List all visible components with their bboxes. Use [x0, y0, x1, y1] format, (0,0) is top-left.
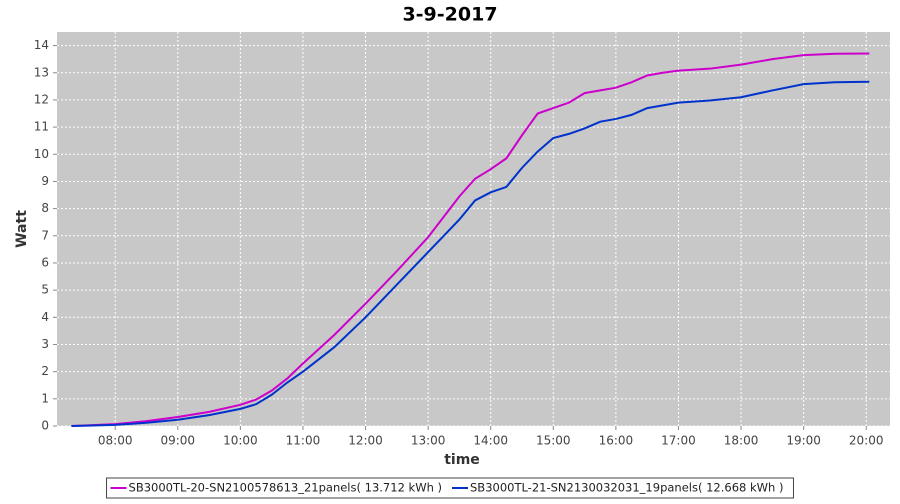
y-tick-label: 4 [41, 310, 49, 324]
legend-label: SB3000TL-20-SN2100578613_21panels( 13.71… [129, 481, 442, 495]
series-line [71, 80, 870, 427]
y-axis-label: Watt [14, 210, 30, 248]
x-tick-label: 11:00 [286, 434, 321, 448]
series-line [71, 52, 870, 427]
y-tick-label: 6 [41, 255, 49, 269]
chart-title: 3-9-2017 [402, 4, 497, 26]
x-tick-label: 13:00 [411, 434, 446, 448]
y-tick-label: 1 [41, 391, 49, 405]
legend: SB3000TL-20-SN2100578613_21panels( 13.71… [106, 477, 794, 499]
y-tick-label: 3 [41, 337, 49, 351]
y-tick-label: 0 [41, 419, 49, 433]
y-tick-label: 14 [34, 38, 49, 52]
x-tick-label: 14:00 [473, 434, 508, 448]
x-tick-label: 17:00 [661, 434, 696, 448]
x-axis-label: time [444, 452, 480, 468]
plot-area [57, 32, 890, 426]
y-tick-label: 11 [34, 120, 49, 134]
x-tick-label: 15:00 [536, 434, 571, 448]
y-tick-label: 5 [41, 283, 49, 297]
y-tick-label: 13 [34, 65, 49, 79]
x-tick-label: 18:00 [724, 434, 759, 448]
legend-box [106, 477, 794, 499]
y-tick-label: 7 [41, 228, 49, 242]
y-tick-label: 9 [41, 174, 49, 188]
y-tick-label: 8 [41, 201, 49, 215]
y-tick-label: 2 [41, 364, 49, 378]
x-tick-label: 16:00 [599, 434, 634, 448]
y-tick-label: 10 [34, 147, 49, 161]
legend-label: SB3000TL-21-SN2130032031_19panels( 12.66… [470, 481, 783, 495]
x-tick-label: 20:00 [849, 434, 884, 448]
y-tick-label: 12 [34, 92, 49, 106]
x-tick-label: 09:00 [160, 434, 195, 448]
x-tick-label: 10:00 [223, 434, 258, 448]
x-tick-label: 19:00 [786, 434, 821, 448]
x-tick-label: 08:00 [98, 434, 133, 448]
x-tick-label: 12:00 [348, 434, 383, 448]
